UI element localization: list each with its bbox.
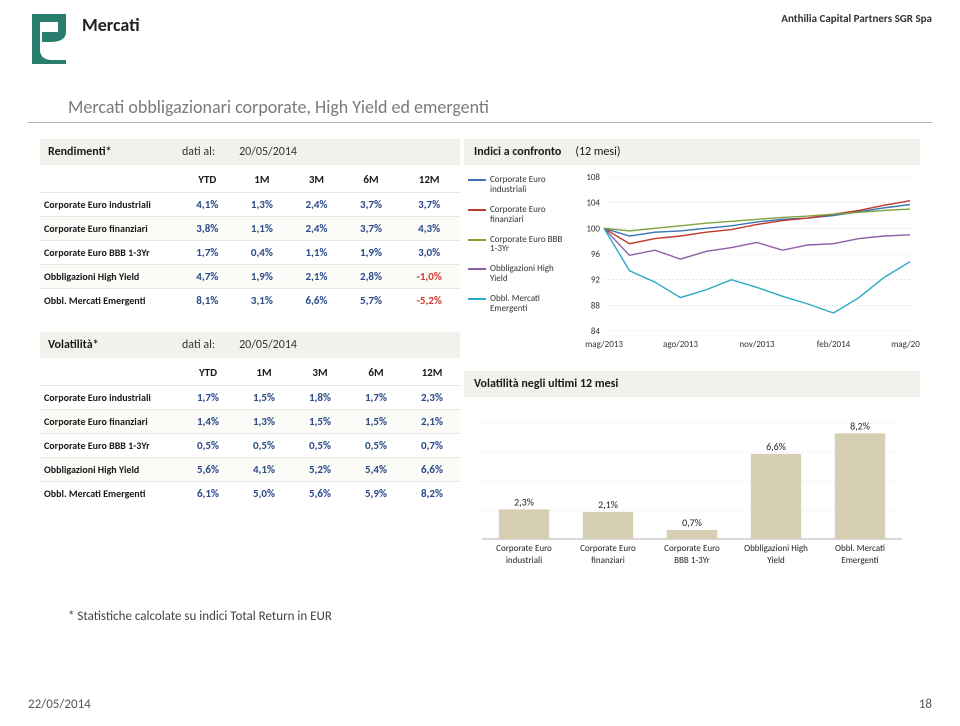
- svg-text:industriali: industriali: [506, 555, 542, 566]
- rendimenti-table: Rendimenti* dati al: 20/05/2014 YTD1M3M6…: [40, 139, 460, 312]
- svg-text:92: 92: [591, 275, 601, 286]
- page-title: Mercati: [82, 14, 140, 36]
- logo: [28, 10, 72, 66]
- svg-text:0,7%: 0,7%: [682, 516, 702, 529]
- svg-text:2,1%: 2,1%: [598, 498, 618, 511]
- svg-text:nov/2013: nov/2013: [739, 339, 775, 350]
- svg-text:ago/2013: ago/2013: [663, 339, 698, 350]
- svg-text:84: 84: [591, 326, 601, 337]
- svg-text:finanziari: finanziari: [591, 555, 625, 566]
- line-legend: Corporate Euro industrialiCorporate Euro…: [464, 171, 572, 324]
- line-chart: Indici a confronto (12 mesi) Corporate E…: [464, 139, 920, 351]
- svg-text:Obbligazioni High: Obbligazioni High: [744, 543, 808, 554]
- volatilita-table: Volatilità* dati al: 20/05/2014 YTD1M3M6…: [40, 332, 460, 505]
- svg-text:108: 108: [586, 172, 600, 183]
- divider: [28, 122, 932, 123]
- svg-text:Obbl. Mercati: Obbl. Mercati: [835, 543, 885, 554]
- company-name: Anthilia Capital Partners SGR Spa: [781, 12, 932, 25]
- bar-chart-svg: 2,3%Corporate Euroindustriali2,1%Corpora…: [472, 405, 912, 575]
- rendimenti-metric: Rendimenti*: [48, 145, 158, 159]
- line-chart-subtitle: (12 mesi): [575, 145, 620, 159]
- volatilita-asof-label: dati al:: [182, 338, 215, 352]
- svg-text:2,3%: 2,3%: [514, 495, 534, 508]
- svg-text:BBB 1-3Yr: BBB 1-3Yr: [674, 555, 710, 566]
- header: Mercati Anthilia Capital Partners SGR Sp…: [28, 10, 932, 66]
- volatilita-metric: Volatilità*: [48, 338, 158, 352]
- footnote: * Statistiche calcolate su indici Total …: [68, 609, 932, 624]
- svg-text:mag/2014: mag/2014: [891, 339, 920, 350]
- svg-text:Corporate Euro: Corporate Euro: [580, 543, 636, 554]
- svg-text:6,6%: 6,6%: [766, 440, 786, 453]
- svg-text:Corporate Euro: Corporate Euro: [496, 543, 552, 554]
- bar-chart: Volatilità negli ultimi 12 mesi 2,3% Corp…: [464, 371, 920, 579]
- volatilita-asof-date: 20/05/2014: [239, 338, 297, 352]
- svg-text:104: 104: [586, 198, 600, 209]
- svg-text:8,2%: 8,2%: [850, 419, 870, 432]
- svg-text:mag/2013: mag/2013: [585, 339, 623, 350]
- rendimenti-asof-date: 20/05/2014: [239, 145, 297, 159]
- svg-text:Corporate Euro: Corporate Euro: [664, 543, 720, 554]
- svg-text:100: 100: [586, 223, 600, 234]
- bar-chart-title: Volatilità negli ultimi 12 mesi: [474, 377, 618, 391]
- line-chart-title: Indici a confronto: [474, 145, 561, 159]
- line-chart-svg: 84 88 92 96 100 104 108 mag/2013 ago/2013 nov/201…: [572, 171, 920, 351]
- footer-date: 22/05/2014: [28, 697, 91, 712]
- svg-text:88: 88: [591, 300, 601, 311]
- rendimenti-data: YTD1M3M6M12MCorporate Euro industriali4,…: [40, 165, 460, 312]
- subtitle: Mercati obbligazionari corporate, High Y…: [68, 96, 932, 118]
- footer-page: 18: [919, 697, 932, 712]
- svg-text:feb/2014: feb/2014: [817, 339, 851, 350]
- volatilita-data: YTD1M3M6M12MCorporate Euro industriali1,…: [40, 358, 460, 505]
- svg-text:Emergenti: Emergenti: [841, 555, 878, 566]
- svg-text:Yield: Yield: [767, 555, 785, 566]
- rendimenti-asof-label: dati al:: [182, 145, 215, 159]
- footer: 22/05/2014 18: [28, 697, 932, 712]
- svg-text:96: 96: [591, 249, 601, 260]
